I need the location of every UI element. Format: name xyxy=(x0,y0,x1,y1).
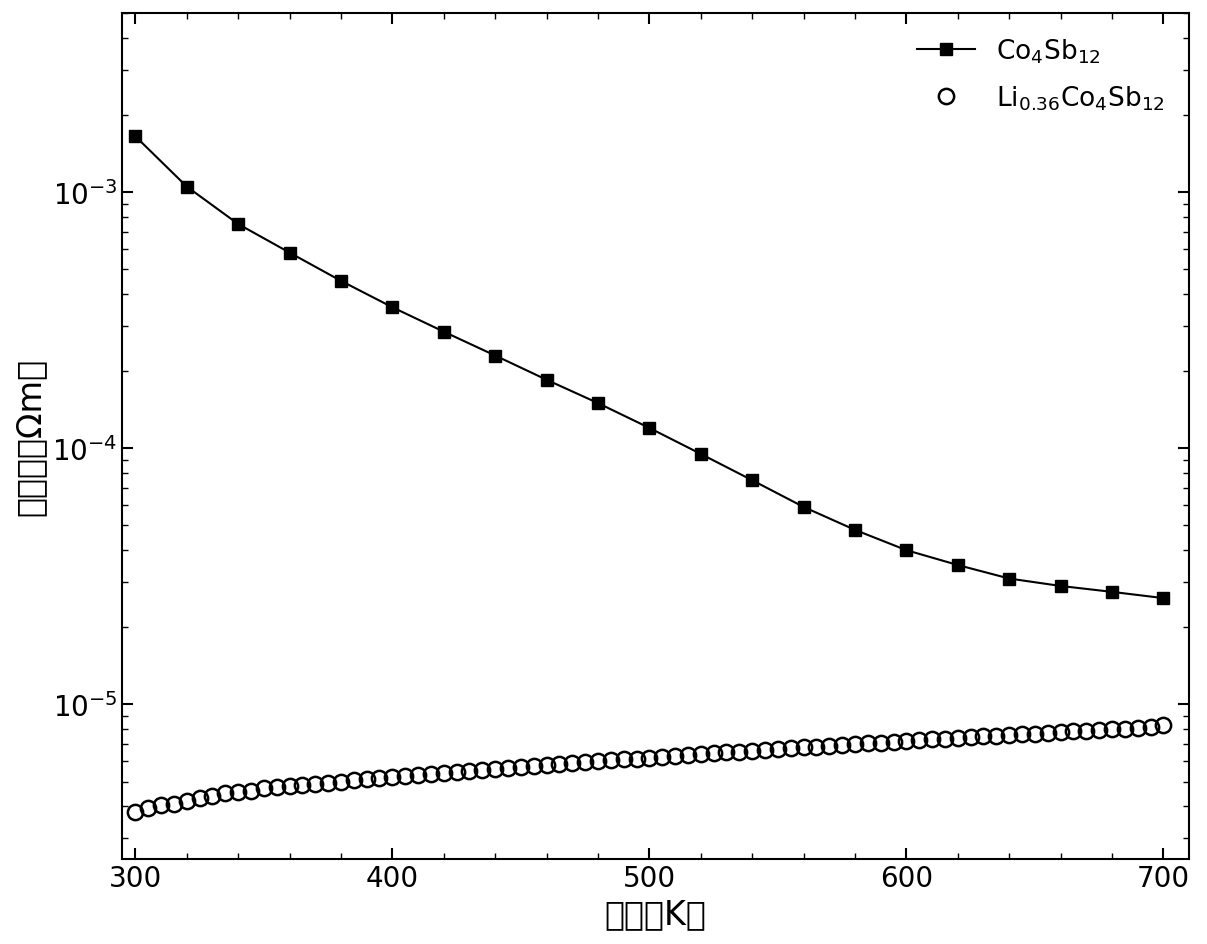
Line: Co$_4$Sb$_{12}$: Co$_4$Sb$_{12}$ xyxy=(129,131,1170,605)
Co$_4$Sb$_{12}$ xyxy=(847,525,862,536)
Co$_4$Sb$_{12}$ xyxy=(128,131,142,143)
Co$_4$Sb$_{12}$ xyxy=(231,219,245,230)
Co$_4$Sb$_{12}$ xyxy=(1156,593,1171,604)
Co$_4$Sb$_{12}$ xyxy=(694,448,709,460)
Co$_4$Sb$_{12}$ xyxy=(282,247,297,259)
Co$_4$Sb$_{12}$ xyxy=(590,398,605,410)
Co$_4$Sb$_{12}$ xyxy=(951,560,966,571)
Co$_4$Sb$_{12}$ xyxy=(1104,586,1119,598)
Li$_{0.36}$Co$_4$Sb$_{12}$ xyxy=(886,736,900,748)
Co$_4$Sb$_{12}$ xyxy=(797,501,811,513)
Li$_{0.36}$Co$_4$Sb$_{12}$ xyxy=(1015,729,1030,740)
Li$_{0.36}$Co$_4$Sb$_{12}$ xyxy=(694,749,709,760)
Co$_4$Sb$_{12}$ xyxy=(385,302,400,313)
Li$_{0.36}$Co$_4$Sb$_{12}$ xyxy=(1156,719,1171,731)
Y-axis label: 电际率（Ωm）: 电际率（Ωm） xyxy=(14,358,47,515)
Co$_4$Sb$_{12}$ xyxy=(540,375,554,386)
Co$_4$Sb$_{12}$ xyxy=(180,181,194,193)
Li$_{0.36}$Co$_4$Sb$_{12}$ xyxy=(128,806,142,818)
Co$_4$Sb$_{12}$ xyxy=(488,350,502,362)
Co$_4$Sb$_{12}$ xyxy=(1054,581,1068,592)
Co$_4$Sb$_{12}$ xyxy=(437,327,451,338)
Li$_{0.36}$Co$_4$Sb$_{12}$ xyxy=(770,744,785,755)
Co$_4$Sb$_{12}$ xyxy=(899,545,914,556)
Li$_{0.36}$Co$_4$Sb$_{12}$ xyxy=(1054,727,1068,738)
Co$_4$Sb$_{12}$ xyxy=(642,423,657,434)
Co$_4$Sb$_{12}$ xyxy=(333,276,348,287)
Line: Li$_{0.36}$Co$_4$Sb$_{12}$: Li$_{0.36}$Co$_4$Sb$_{12}$ xyxy=(128,717,1171,820)
Co$_4$Sb$_{12}$ xyxy=(1002,573,1016,584)
Co$_4$Sb$_{12}$ xyxy=(745,475,759,486)
Legend: Co$_4$Sb$_{12}$, Li$_{0.36}$Co$_4$Sb$_{12}$: Co$_4$Sb$_{12}$, Li$_{0.36}$Co$_4$Sb$_{1… xyxy=(906,27,1176,124)
X-axis label: 温度（K）: 温度（K） xyxy=(605,897,707,930)
Li$_{0.36}$Co$_4$Sb$_{12}$ xyxy=(963,732,978,743)
